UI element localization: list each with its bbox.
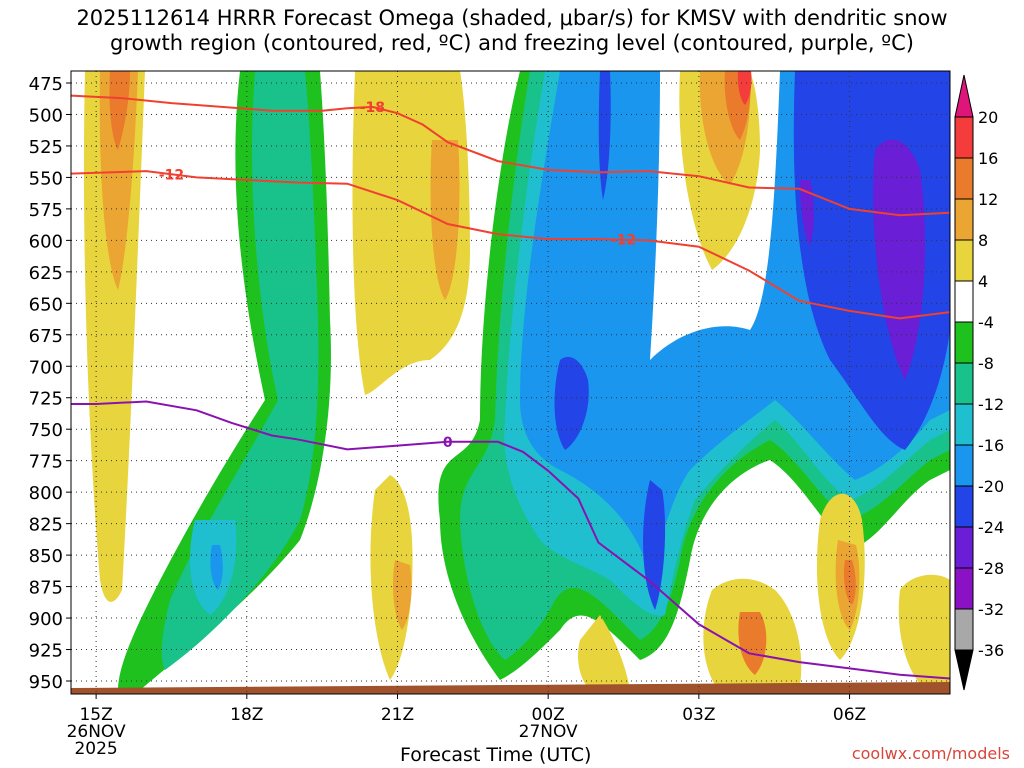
colorbar-swatch	[954, 198, 974, 241]
omega-sinking-region	[598, 71, 611, 200]
chart-title: 2025112614 HRRR Forecast Omega (shaded, …	[76, 6, 948, 55]
y-tick-label: 750	[29, 420, 63, 441]
y-tick-label: 900	[29, 609, 63, 630]
surface-terrain	[71, 682, 950, 694]
contour-lines: -18 -12 -12 0	[71, 94, 950, 680]
x-tick-label: 21Z	[381, 705, 414, 725]
y-tick-label: 950	[29, 672, 63, 693]
omega-sinking-region	[210, 545, 223, 590]
colorbar-swatch	[954, 239, 974, 282]
y-tick-label: 500	[29, 105, 63, 126]
x-tick-label: 03Z	[682, 705, 715, 725]
omega-sinking-region	[643, 480, 666, 610]
omega-rising-region	[898, 574, 950, 690]
colorbar-label: 4	[978, 272, 988, 291]
colorbar-label: -24	[978, 518, 1004, 537]
y-tick-label: 800	[29, 483, 63, 504]
y-tick-label: 625	[29, 263, 63, 284]
y-tick-label: 650	[29, 294, 63, 315]
y-tick-label: 575	[29, 200, 63, 221]
contour-label: -12	[159, 167, 184, 183]
contour-line	[71, 170, 950, 320]
y-axis: 475 500 525 550 575 600 625 650 675 700 725 750 775 8…	[29, 74, 71, 693]
x-tick-label: 00Z	[532, 705, 565, 725]
colorbar-swatch	[954, 444, 974, 487]
omega-rising-region	[109, 71, 130, 150]
colorbar-label: -36	[978, 641, 1004, 660]
colorbar-swatch	[954, 280, 974, 323]
colorbar-label: -4	[978, 313, 994, 332]
y-tick-label: 875	[29, 578, 63, 599]
x-axis-title: Forecast Time (UTC)	[400, 744, 592, 766]
colorbar-swatch	[954, 485, 974, 528]
colorbar-label: 16	[978, 149, 998, 168]
contour-label: -18	[360, 100, 385, 116]
x-tick-label: 27NOV	[519, 722, 578, 742]
omega-rising-region	[392, 560, 412, 630]
y-tick-label: 700	[29, 357, 63, 378]
omega-rising-region	[430, 140, 460, 300]
contour-label: 0	[443, 435, 453, 451]
colorbar-label: -8	[978, 354, 994, 373]
y-tick-label: 775	[29, 452, 63, 473]
y-tick-label: 925	[29, 641, 63, 662]
colorbar-swatch	[954, 567, 974, 610]
y-tick-label: 550	[29, 168, 63, 189]
contour-label: -12	[611, 233, 636, 249]
omega-rising-region	[843, 560, 856, 605]
plot-frame	[70, 70, 951, 695]
colorbar-swatch	[954, 321, 974, 364]
y-tick-label: 725	[29, 389, 63, 410]
x-tick-label: 15Z	[79, 705, 112, 725]
colorbar-label: -28	[978, 559, 1004, 578]
contour-line	[71, 94, 950, 217]
omega-rising-region	[578, 615, 630, 690]
colorbar-label: 12	[978, 190, 998, 209]
omega-sinking-region	[800, 180, 814, 245]
y-tick-label: 675	[29, 326, 63, 347]
omega-shading	[71, 71, 950, 694]
omega-sinking-region	[161, 71, 319, 670]
colorbar-swatch	[954, 116, 974, 159]
colorbar-swatch	[954, 403, 974, 446]
contour-line	[71, 400, 950, 680]
y-tick-label: 600	[29, 231, 63, 252]
colorbar-label: -20	[978, 477, 1004, 496]
y-tick-label: 475	[29, 74, 63, 95]
colorbar-label: -32	[978, 600, 1004, 619]
omega-sinking-region	[873, 139, 925, 380]
colorbar-label: -16	[978, 436, 1004, 455]
x-tick-label: 26NOV	[67, 722, 126, 742]
x-tick-label: 18Z	[230, 705, 263, 725]
colorbar-label: 8	[978, 231, 988, 250]
y-tick-label: 825	[29, 515, 63, 536]
colorbar-label: -12	[978, 395, 1004, 414]
omega-rising-region	[99, 71, 138, 290]
credit-text: coolwx.com/models	[851, 744, 1010, 763]
colorbar: 20 16 12 8 4 -4 -8 -12 -16 -20 -24 -28 -32 -36	[954, 74, 1004, 691]
y-tick-label: 525	[29, 137, 63, 158]
colorbar-label: 20	[978, 108, 998, 127]
omega-sinking-region	[554, 356, 589, 450]
colorbar-cap-bottom	[954, 649, 974, 691]
colorbar-swatch	[954, 362, 974, 405]
omega-rising-region	[738, 612, 767, 675]
x-tick-label: 06Z	[833, 705, 866, 725]
omega-rising-region	[737, 71, 752, 105]
colorbar-swatch	[954, 157, 974, 200]
colorbar-swatch	[954, 526, 974, 569]
colorbar-cap-top	[954, 74, 974, 118]
x-tick-label: 2025	[74, 739, 117, 759]
colorbar-swatch	[954, 608, 974, 651]
y-tick-label: 850	[29, 546, 63, 567]
